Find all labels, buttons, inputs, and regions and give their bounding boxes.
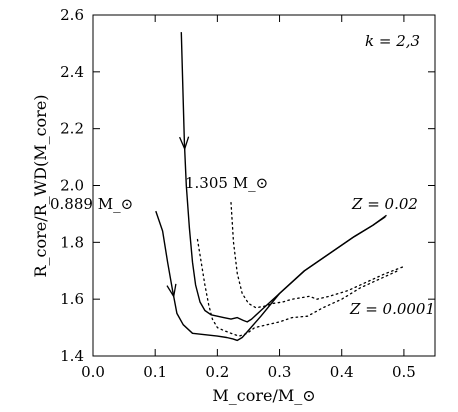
y-tick-label: 1.8 — [60, 233, 84, 251]
z-high-label: Z = 0.02 — [351, 195, 418, 213]
k-annotation: k = 2,3 — [365, 32, 420, 50]
x-tick-label: 0.5 — [392, 363, 416, 381]
y-axis-title: R_core/R_WD(M_core) — [31, 94, 50, 277]
z-low-label: Z = 0.0001 — [349, 300, 435, 318]
x-axis-title: M_core/M_⊙ — [212, 386, 315, 405]
series-line-3 — [196, 238, 399, 337]
arrow-icon — [179, 136, 190, 151]
x-tick-label: 0.4 — [330, 363, 354, 381]
direction-arrows — [166, 136, 190, 299]
y-tick-label: 2.0 — [60, 177, 84, 195]
series-line-2 — [180, 32, 387, 323]
axis-ticks: 0.0 0.1 0.2 0.3 0.4 0.5 1.4 1.6 1.8 2.0 2.2 2.4 2.6 — [60, 6, 435, 381]
y-tick-label: 1.6 — [60, 290, 84, 308]
x-tick-label: 0.2 — [205, 363, 229, 381]
x-tick-label: 0.3 — [268, 363, 292, 381]
x-tick-label: 0.1 — [143, 363, 167, 381]
series-line-4 — [230, 201, 405, 309]
y-tick-label: 1.4 — [60, 347, 84, 365]
mass-low-label: 0.889 M_⊙ — [50, 195, 133, 213]
x-tick-label: 0.0 — [81, 363, 105, 381]
y-tick-label: 2.4 — [60, 63, 84, 81]
y-tick-label: 2.6 — [60, 6, 84, 24]
mass-high-label: 1.305 M_⊙ — [185, 174, 268, 192]
y-tick-label: 2.2 — [60, 120, 84, 138]
arrow-icon — [166, 283, 177, 299]
